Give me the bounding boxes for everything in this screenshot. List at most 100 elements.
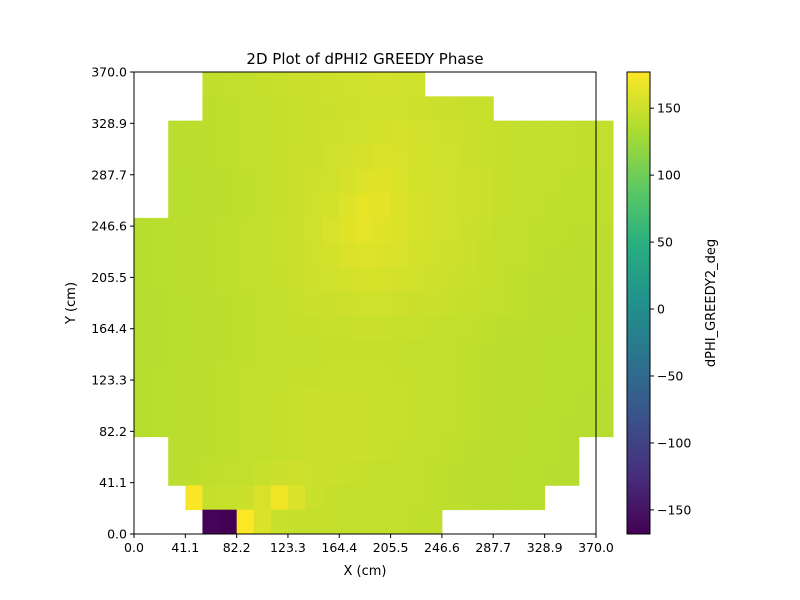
- heatmap-cell: [459, 217, 477, 243]
- heatmap-cell: [202, 120, 220, 146]
- heatmap-cell: [476, 461, 494, 486]
- heatmap-cell: [476, 144, 494, 170]
- heatmap-cell: [459, 290, 477, 316]
- heatmap-cell: [424, 315, 443, 340]
- heatmap-cell: [339, 144, 357, 170]
- heatmap-cell: [527, 412, 546, 438]
- x-tick-label: 82.2: [223, 540, 251, 555]
- heatmap-cell: [424, 339, 443, 365]
- heatmap-cell: [390, 144, 409, 170]
- heatmap-cell: [339, 120, 357, 146]
- heatmap-cell: [578, 120, 597, 146]
- y-tick-label: 82.2: [99, 424, 127, 439]
- heatmap-cell: [527, 193, 546, 219]
- heatmap-cell: [596, 339, 614, 365]
- heatmap-cell: [373, 339, 392, 365]
- heatmap-cell: [151, 217, 169, 243]
- x-tick-label: 41.1: [171, 540, 199, 555]
- heatmap-cell: [407, 217, 426, 243]
- heatmap-cell: [390, 72, 409, 97]
- heatmap-cell: [442, 217, 460, 243]
- heatmap-cell: [356, 217, 374, 243]
- heatmap-cell: [185, 412, 203, 438]
- heatmap-cell: [442, 193, 460, 219]
- heatmap-cell: [596, 315, 614, 340]
- colorbar-label: dPHI_GREEDY2_deg: [704, 239, 719, 367]
- heatmap-cell: [442, 266, 460, 292]
- heatmap-cell: [510, 388, 528, 413]
- x-axis-ticks: 0.0 41.1 82.2 123.3 164.4 205.5 246.6 287.7 328.…: [124, 534, 614, 555]
- heatmap-cell: [596, 412, 614, 438]
- heatmap-cell: [305, 339, 323, 365]
- heatmap-cell: [236, 217, 255, 243]
- colorbar-tick-label: −100: [657, 435, 691, 450]
- heatmap-cell: [219, 217, 238, 243]
- heatmap-cell: [407, 96, 426, 122]
- heatmap-cell: [356, 461, 374, 486]
- heatmap-cell: [134, 266, 152, 292]
- heatmap-cell: [219, 339, 238, 365]
- heatmap-cell: [561, 169, 580, 194]
- x-axis-label: X (cm): [344, 564, 387, 579]
- heatmap-cell: [288, 436, 306, 462]
- heatmap-cell: [322, 436, 340, 462]
- heatmap-cell: [578, 363, 597, 389]
- heatmap-cell: [476, 290, 494, 316]
- heatmap-cell: [493, 217, 511, 243]
- heatmap-cell: [270, 436, 289, 462]
- heatmap-cell: [305, 315, 323, 340]
- heatmap-cell: [493, 266, 511, 292]
- heatmap-cell: [373, 436, 392, 462]
- heatmap-cell: [270, 266, 289, 292]
- heatmap-cell: [407, 169, 426, 194]
- heatmap-cell: [322, 412, 340, 438]
- heatmap-cell: [373, 96, 392, 122]
- heatmap-cell: [442, 436, 460, 462]
- heatmap-cell: [339, 96, 357, 122]
- heatmap-cell: [202, 144, 220, 170]
- heatmap-cell: [288, 242, 306, 267]
- heatmap-cell: [185, 290, 203, 316]
- heatmap-cell: [253, 412, 272, 438]
- heatmap-cell: [544, 290, 563, 316]
- heatmap-cell: [476, 96, 494, 122]
- heatmap-cell: [253, 242, 272, 267]
- heatmap-cell: [527, 363, 546, 389]
- heatmap-cell: [305, 412, 323, 438]
- heatmap-cell: [219, 96, 238, 122]
- heatmap-cell: [219, 242, 238, 267]
- heatmap-cell: [339, 242, 357, 267]
- y-tick-label: 246.6: [91, 219, 127, 234]
- heatmap-cell: [373, 461, 392, 486]
- heatmap-cell: [493, 363, 511, 389]
- x-tick-label: 287.7: [475, 540, 511, 555]
- heatmap-cell: [185, 217, 203, 243]
- heatmap-cell: [356, 436, 374, 462]
- heatmap-cell: [544, 266, 563, 292]
- y-axis-label: Y (cm): [64, 282, 79, 325]
- heatmap-cell: [305, 217, 323, 243]
- heatmap-cell: [253, 315, 272, 340]
- heatmap-cell: [168, 363, 186, 389]
- heatmap-cell: [236, 436, 255, 462]
- heatmap-cell: [527, 144, 546, 170]
- heatmap-cell: [510, 461, 528, 486]
- heatmap-cell: [424, 436, 443, 462]
- heatmap-cell: [151, 412, 169, 438]
- heatmap-cell: [578, 412, 597, 438]
- heatmap-cell: [544, 388, 563, 413]
- heatmap-cell: [407, 266, 426, 292]
- heatmap-cell: [442, 96, 460, 122]
- heatmap-cell: [390, 242, 409, 267]
- heatmap-cell: [168, 461, 186, 486]
- colorbar-tick-label: −50: [657, 368, 683, 383]
- heatmap-cell: [527, 315, 546, 340]
- heatmap-cell: [596, 217, 614, 243]
- heatmap-cell: [476, 266, 494, 292]
- heatmap-cell: [442, 290, 460, 316]
- heatmap-cell: [270, 461, 289, 486]
- heatmap-cell: [493, 388, 511, 413]
- heatmap-cell: [322, 388, 340, 413]
- heatmap-cell: [390, 266, 409, 292]
- heatmap-cell: [202, 193, 220, 219]
